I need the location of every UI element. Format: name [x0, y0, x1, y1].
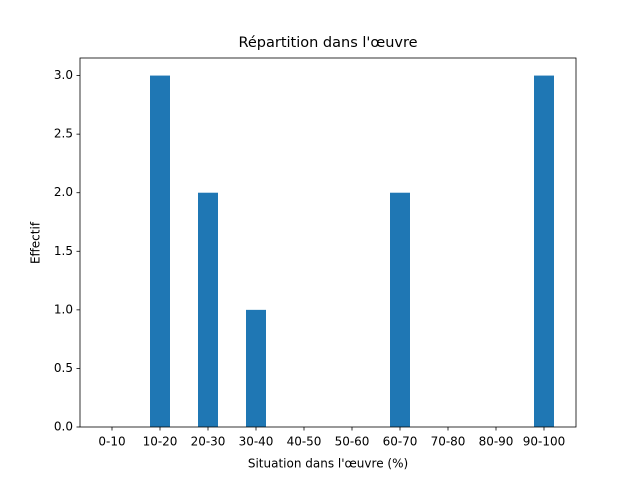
x-tick-label: 70-80: [431, 435, 466, 449]
y-tick-label: 2.0: [54, 185, 73, 199]
bar: [198, 192, 218, 427]
y-tick-label: 0.0: [54, 420, 73, 434]
bar: [246, 309, 266, 427]
y-axis-label: Effectif: [29, 221, 43, 264]
plot-frame: [79, 57, 577, 428]
x-tick-label: 80-90: [479, 435, 514, 449]
x-tick-label: 40-50: [287, 435, 322, 449]
x-tick-label: 30-40: [239, 435, 274, 449]
y-tick-label: 3.0: [54, 68, 73, 82]
x-axis-label: Situation dans l'œuvre (%): [248, 457, 408, 471]
x-tick-label: 60-70: [383, 435, 418, 449]
bar: [390, 192, 410, 427]
bar: [534, 75, 554, 428]
y-tick-label: 1.0: [54, 302, 73, 316]
y-tick-label: 2.5: [54, 127, 73, 141]
bar: [150, 75, 170, 428]
x-tick-label: 90-100: [523, 435, 566, 449]
x-tick-label: 0-10: [98, 435, 125, 449]
chart-title: Répartition dans l'œuvre: [238, 35, 417, 51]
x-tick-label: 50-60: [335, 435, 370, 449]
y-tick-label: 0.5: [54, 361, 73, 375]
x-tick-label: 20-30: [191, 435, 226, 449]
y-tick-label: 1.5: [54, 244, 73, 258]
x-tick-label: 10-20: [143, 435, 178, 449]
